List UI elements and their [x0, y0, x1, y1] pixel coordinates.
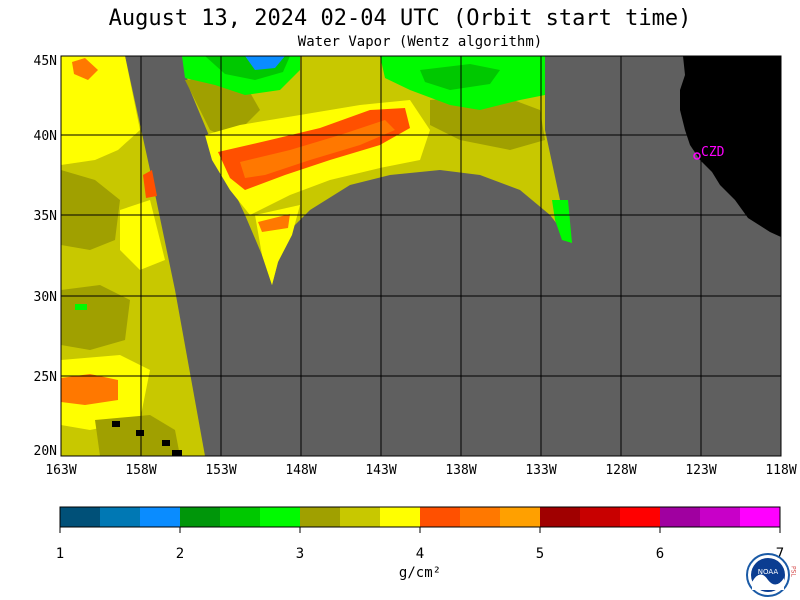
- lat-lon-grid: [61, 56, 781, 456]
- lon-label: 153W: [205, 463, 236, 478]
- colorbar-swatch: [180, 507, 221, 527]
- colorbar-tick-label: 6: [656, 546, 664, 562]
- colorbar-tick-label: 4: [416, 546, 424, 562]
- colorbar-swatch: [700, 507, 741, 527]
- colorbar-swatch: [460, 507, 501, 527]
- land-california: [680, 56, 781, 237]
- colorbar-tick-label: 7: [776, 546, 784, 562]
- lon-label: 118W: [765, 463, 796, 478]
- lat-label: 45N: [34, 54, 57, 69]
- hawaiian-islands: [112, 421, 182, 456]
- longitude-labels: 163W 158W 153W 148W 143W 138W 133W 128W 123W 118W: [45, 463, 796, 478]
- colorbar-swatch: [140, 507, 181, 527]
- colorbar-swatch: [620, 507, 661, 527]
- lon-label: 158W: [125, 463, 156, 478]
- page-subtitle: Water Vapor (Wentz algorithm): [297, 34, 543, 50]
- lat-label: 40N: [34, 129, 57, 144]
- central-swath-darkgreen-east: [420, 64, 500, 90]
- noaa-logo: NOAA PSL: [746, 553, 797, 597]
- west-swath-yellow-north: [61, 56, 140, 165]
- colorbar-swatch: [300, 507, 341, 527]
- colorbar-swatch: [740, 507, 781, 527]
- central-swath: [182, 56, 572, 285]
- colorbar-swatch: [100, 507, 141, 527]
- lon-label: 128W: [605, 463, 636, 478]
- island-kauai: [112, 421, 120, 427]
- noaa-logo-wave: [752, 574, 784, 590]
- colorbar-tick-label: 2: [176, 546, 184, 562]
- colorbar-swatch: [500, 507, 541, 527]
- lon-label: 163W: [45, 463, 76, 478]
- lon-label: 143W: [365, 463, 396, 478]
- west-swath: [61, 56, 205, 456]
- lon-label: 133W: [525, 463, 556, 478]
- colorbar-swatch: [220, 507, 261, 527]
- map-border: [60, 55, 782, 457]
- west-swath-orange-mid: [143, 170, 157, 198]
- station-marker: [693, 152, 701, 160]
- west-swath-olive-a: [61, 170, 120, 250]
- central-swath-orange-tip: [258, 214, 290, 232]
- colorbar-tick-labels: 1 2 3 4 5 6 7: [56, 527, 784, 562]
- lon-label: 138W: [445, 463, 476, 478]
- island-maui: [162, 440, 170, 446]
- psl-logo-text: PSL: [790, 566, 797, 577]
- colorbar-tick-label: 5: [536, 546, 544, 562]
- colorbar-swatch: [540, 507, 581, 527]
- lon-label: 123W: [685, 463, 716, 478]
- lat-label: 35N: [34, 209, 57, 224]
- colorbar: [59, 506, 781, 528]
- colorbar-swatch: [340, 507, 381, 527]
- map-area: [61, 56, 781, 456]
- station-label: CZD: [701, 145, 725, 160]
- west-swath-yellow-mid: [120, 200, 165, 270]
- colorbar-swatch: [60, 507, 101, 527]
- central-swath-blue: [245, 56, 285, 70]
- colorbar-swatch: [420, 507, 461, 527]
- west-swath-orange-south: [61, 374, 118, 405]
- station-czd: [693, 152, 701, 160]
- west-swath-green-spot: [75, 304, 87, 310]
- central-swath-olive-east: [430, 95, 545, 150]
- colorbar-swatch: [580, 507, 621, 527]
- west-swath-orange-north: [72, 58, 98, 80]
- colorbar-swatch: [660, 507, 701, 527]
- colorbar-swatch: [380, 507, 421, 527]
- lon-label: 148W: [285, 463, 316, 478]
- central-swath-green-tail: [552, 200, 572, 243]
- noaa-logo-text: NOAA: [758, 568, 779, 576]
- island-oahu: [136, 430, 144, 436]
- colorbar-swatch: [260, 507, 301, 527]
- lat-label: 30N: [34, 290, 57, 305]
- west-swath-olive-b: [61, 285, 130, 350]
- latitude-labels: 45N 40N 35N 30N 25N 20N: [34, 54, 57, 459]
- lat-label: 25N: [34, 370, 57, 385]
- lat-label: 20N: [34, 444, 57, 459]
- island-hawaii: [172, 450, 182, 456]
- colorbar-tick-label: 1: [56, 546, 64, 562]
- page-title: August 13, 2024 02-04 UTC (Orbit start t…: [108, 6, 692, 31]
- colorbar-unit: g/cm²: [399, 565, 441, 581]
- colorbar-tick-label: 3: [296, 546, 304, 562]
